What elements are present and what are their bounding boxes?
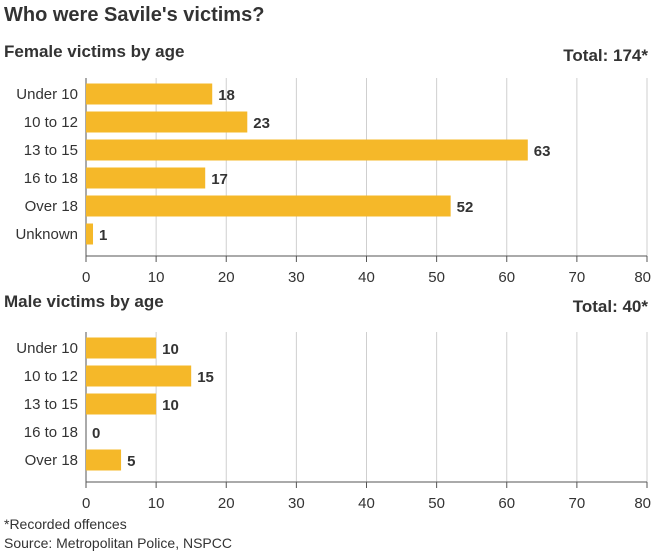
female-value-label: 63 [534,143,551,160]
female-value-label: 52 [457,199,474,216]
male-x-tick-label: 30 [288,495,305,512]
source-note: Source: Metropolitan Police, NSPCC [4,535,232,551]
male-bar [86,365,192,387]
male-x-tick-label: 10 [148,495,165,512]
female-category-label: Under 10 [16,86,78,103]
male-value-label: 5 [127,453,135,470]
male-x-tick-label: 80 [634,495,651,512]
male-x-tick-label: 50 [428,495,445,512]
female-bar [86,223,94,245]
male-x-tick-label: 70 [569,495,586,512]
female-value-label: 1 [99,227,107,244]
male-total: Total: 40* [572,297,648,316]
female-x-tick-label: 20 [218,269,235,286]
female-category-label: Over 18 [25,198,78,215]
female-bar [86,111,248,133]
male-category-label: Over 18 [25,452,78,469]
female-value-label: 23 [253,115,270,132]
female-total: Total: 174* [563,46,648,65]
male-bar [86,393,157,415]
male-category-label: Under 10 [16,340,78,357]
female-value-label: 17 [211,171,228,188]
female-category-label: Unknown [15,226,78,243]
male-value-label: 0 [92,425,100,442]
footnote: *Recorded offences [4,516,127,532]
female-bar [86,139,528,161]
female-category-label: 16 to 18 [24,170,78,187]
male-value-label: 10 [162,341,179,358]
female-x-tick-label: 30 [288,269,305,286]
female-x-tick-label: 10 [148,269,165,286]
female-bar [86,195,451,217]
female-category-label: 10 to 12 [24,114,78,131]
female-x-tick-label: 60 [498,269,515,286]
female-x-tick-label: 80 [634,269,651,286]
male-category-label: 16 to 18 [24,424,78,441]
male-bar [86,337,157,359]
female-bar [86,83,213,105]
main-title: Who were Savile's victims? [4,4,265,26]
female-x-tick-label: 50 [428,269,445,286]
male-bar [86,449,122,471]
male-value-label: 15 [197,369,214,386]
male-x-tick-label: 20 [218,495,235,512]
female-x-tick-label: 40 [358,269,375,286]
female-bar [86,167,206,189]
male-category-label: 10 to 12 [24,368,78,385]
female-x-tick-label: 0 [82,269,90,286]
female-x-tick-label: 70 [569,269,586,286]
male-x-tick-label: 60 [498,495,515,512]
male-value-label: 10 [162,397,179,414]
male-x-tick-label: 40 [358,495,375,512]
female-chart-title: Female victims by age [4,42,185,61]
female-value-label: 18 [218,87,235,104]
female-bar-chart: 0 10 20 30 40 50 60 70 80 Under 10 18 10 to 12 23 13 … [15,78,651,286]
male-x-tick-label: 0 [82,495,90,512]
male-category-label: 13 to 15 [24,396,78,413]
male-chart-title: Male victims by age [4,292,164,311]
female-category-label: 13 to 15 [24,142,78,159]
